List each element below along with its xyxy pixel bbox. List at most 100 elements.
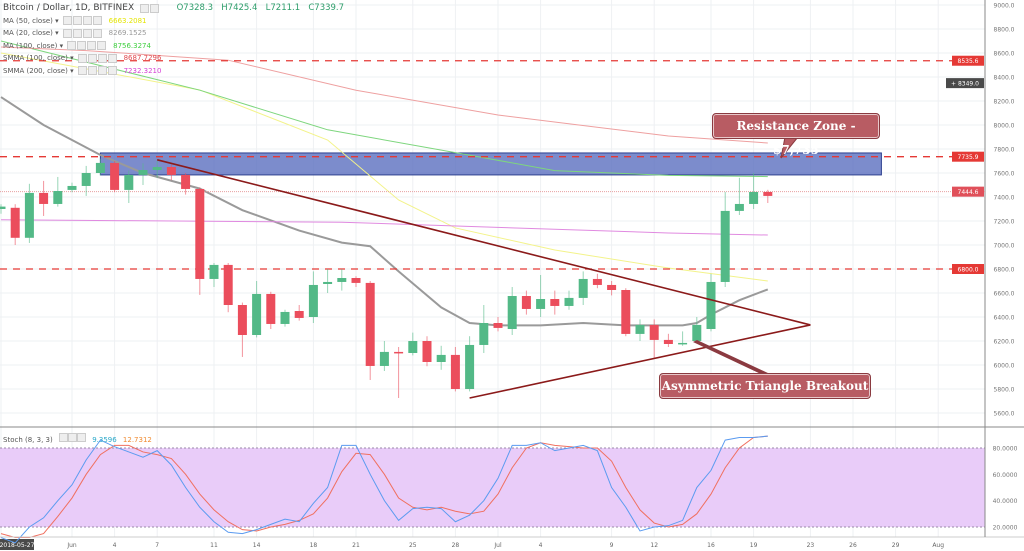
candle-down xyxy=(422,341,432,362)
stoch-tick-label: 60.0000 xyxy=(993,472,1018,479)
candle-up xyxy=(408,341,418,353)
stoch-legend-buttons[interactable] xyxy=(58,433,86,444)
candle-up xyxy=(252,293,262,335)
candle-up xyxy=(24,192,34,238)
stoch-k-line xyxy=(0,435,768,544)
candle-up xyxy=(436,354,446,362)
ohlc-low: L7211.1 xyxy=(265,3,301,13)
candle-down xyxy=(10,207,20,238)
crosshair-price-label: + 8349.0 xyxy=(951,81,979,88)
indicator-legend-row[interactable]: SMMA (200, close) ▾ 7232.3210 xyxy=(3,65,344,78)
candle-up xyxy=(138,170,148,175)
moving-average-line xyxy=(0,96,769,327)
indicator-legend-row[interactable]: SMMA (100, close) ▾ 8687.7296 xyxy=(3,52,344,65)
stoch-d-line xyxy=(0,435,768,539)
stoch-d-value: 12.7312 xyxy=(122,436,152,444)
indicator-label: MA (50, close) ▾ xyxy=(3,16,59,25)
indicator-buttons[interactable] xyxy=(62,15,103,28)
indicator-buttons[interactable] xyxy=(77,52,118,65)
candle-down xyxy=(294,311,304,318)
indicator-value: 8756.3274 xyxy=(113,41,151,50)
indicator-label: SMMA (100, close) ▾ xyxy=(3,54,74,62)
candle-up xyxy=(635,324,645,334)
symbol-title: Bitcoin / Dollar, 1D, BITFINEX xyxy=(3,3,135,13)
moving-average-line xyxy=(0,219,768,236)
indicator-label: MA (20, close) ▾ xyxy=(3,29,59,37)
resistance-zone-callout[interactable]: Resistance Zone - $7,735 xyxy=(712,113,880,157)
candle-up xyxy=(678,342,688,345)
indicator-buttons[interactable] xyxy=(67,40,107,53)
indicator-label: MA (100, close) ▾ xyxy=(3,41,64,50)
candle-down xyxy=(493,323,503,328)
candle-up xyxy=(479,323,489,345)
triangle-breakout-callout[interactable]: Asymmetric Triangle Breakout xyxy=(659,373,871,399)
candle-down xyxy=(365,282,375,366)
price-tick-label: 5800.0 xyxy=(994,387,1015,394)
ohlc-close: C7339.7 xyxy=(308,3,345,13)
candle-up xyxy=(379,351,389,366)
date-tick-label: Jul xyxy=(493,542,502,549)
trendline xyxy=(157,159,811,326)
date-tick-label: 26 xyxy=(849,542,857,549)
date-tick-label: Aug xyxy=(932,542,944,549)
price-tick-label: 8400.0 xyxy=(994,75,1015,82)
price-tick-label: 8200.0 xyxy=(994,99,1015,106)
date-tick-label: 25 xyxy=(409,542,417,549)
candle-up xyxy=(280,311,290,324)
candle-down xyxy=(663,339,673,344)
indicator-buttons[interactable] xyxy=(62,27,103,40)
price-level-tag xyxy=(952,186,984,197)
indicator-label: SMMA (200, close) ▾ xyxy=(3,66,74,75)
price-tick-label: 9000.0 xyxy=(994,3,1015,10)
moving-average-line xyxy=(0,46,768,144)
date-tick-label: 7 xyxy=(155,542,159,549)
indicator-legend-row[interactable]: MA (20, close) ▾ 8269.1525 xyxy=(3,27,344,40)
price-level-label: 6800.0 xyxy=(958,267,979,274)
candle-up xyxy=(337,278,347,282)
candle-up xyxy=(81,173,91,186)
ohlc-high: H7425.4 xyxy=(221,3,258,13)
date-tick-label: 16 xyxy=(707,542,715,549)
candle-down xyxy=(237,305,247,335)
candle-up xyxy=(706,281,716,329)
date-tick-label: 11 xyxy=(210,542,218,549)
date-tick-label: Jun xyxy=(66,542,77,549)
indicator-legend-row[interactable]: MA (50, close) ▾ 6663.2081 xyxy=(3,15,344,28)
date-tick-label: 18 xyxy=(310,542,318,549)
candle-down xyxy=(621,290,631,334)
date-label-box xyxy=(0,539,34,550)
indicator-buttons[interactable] xyxy=(77,65,118,78)
breakout-callout-pointer xyxy=(693,340,770,375)
candle-up xyxy=(152,167,162,170)
date-tick-label: 21 xyxy=(352,542,360,549)
candle-up xyxy=(67,185,77,190)
price-tick-label: 7200.0 xyxy=(994,219,1015,226)
candle-down xyxy=(181,174,191,189)
price-level-label: 8535.6 xyxy=(958,58,979,65)
trendline xyxy=(469,324,811,399)
indicator-value: 8687.7296 xyxy=(123,54,162,62)
date-tick-label: 14 xyxy=(253,542,261,549)
crosshair-price-tag xyxy=(946,78,984,89)
price-tick-label: 7600.0 xyxy=(994,171,1015,178)
date-tick-label: 4 xyxy=(539,542,543,549)
ohlc-open: O7328.3 xyxy=(176,3,214,13)
candle-up xyxy=(465,344,475,389)
candle-up xyxy=(720,210,730,282)
candle-up xyxy=(323,281,333,284)
indicator-value: 7232.3210 xyxy=(123,66,162,75)
moving-average-line xyxy=(0,52,768,282)
price-tick-label: 6600.0 xyxy=(994,291,1015,298)
stoch-tick-label: 20.0000 xyxy=(993,525,1018,532)
candle-down xyxy=(166,167,176,175)
legend-buttons[interactable] xyxy=(140,2,160,15)
candle-up xyxy=(692,324,702,341)
price-tick-label: 5600.0 xyxy=(994,411,1015,418)
candle-down xyxy=(450,354,460,389)
price-tick-label: 6800.0 xyxy=(994,267,1015,274)
indicator-legend-row[interactable]: MA (100, close) ▾ 8756.3274 xyxy=(3,40,344,53)
date-tick-label: 4 xyxy=(113,542,117,549)
candle-down xyxy=(195,188,205,279)
price-tick-label: 7400.0 xyxy=(994,195,1015,202)
